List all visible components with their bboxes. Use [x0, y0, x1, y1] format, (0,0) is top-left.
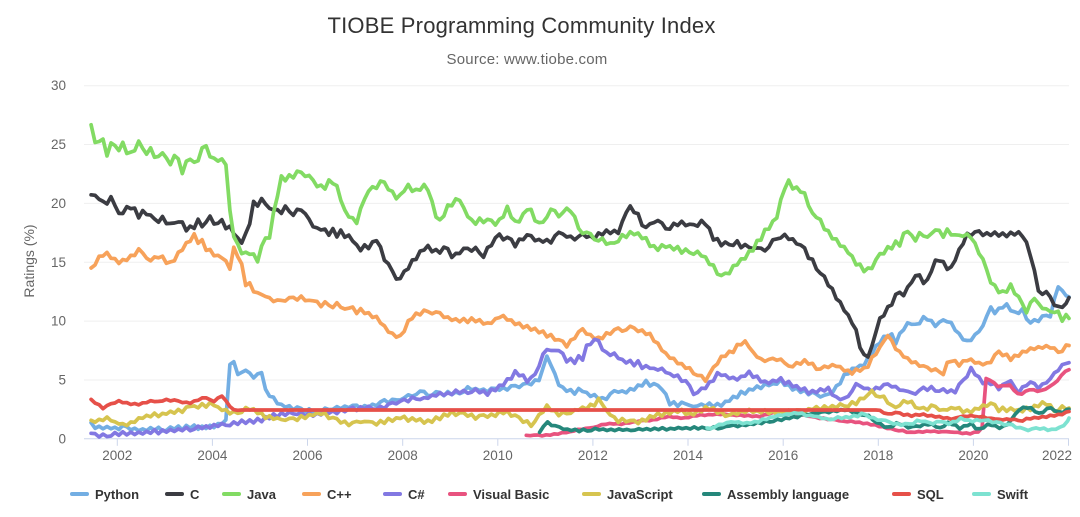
svg-text:2010: 2010 [483, 448, 513, 463]
svg-text:20: 20 [51, 196, 66, 211]
svg-text:10: 10 [51, 314, 66, 329]
svg-text:5: 5 [58, 373, 66, 388]
svg-text:Visual Basic: Visual Basic [473, 487, 549, 502]
svg-text:C: C [190, 487, 200, 502]
svg-text:Assembly language: Assembly language [727, 487, 849, 502]
svg-text:30: 30 [51, 78, 66, 93]
svg-text:2004: 2004 [197, 448, 228, 463]
svg-text:Ratings (%): Ratings (%) [21, 224, 37, 297]
svg-text:2014: 2014 [673, 448, 704, 463]
svg-text:SQL: SQL [917, 487, 944, 502]
svg-text:2022: 2022 [1042, 448, 1072, 463]
svg-text:Swift: Swift [997, 487, 1029, 502]
svg-text:15: 15 [51, 255, 66, 270]
svg-text:2012: 2012 [578, 448, 608, 463]
svg-text:0: 0 [58, 431, 66, 446]
svg-text:TIOBE Programming Community In: TIOBE Programming Community Index [327, 13, 715, 38]
svg-text:2002: 2002 [102, 448, 132, 463]
svg-text:Source: www.tiobe.com: Source: www.tiobe.com [447, 51, 608, 68]
svg-text:Python: Python [95, 487, 139, 502]
svg-text:25: 25 [51, 137, 66, 152]
svg-text:2020: 2020 [958, 448, 988, 463]
svg-text:C++: C++ [327, 487, 352, 502]
svg-text:C#: C# [408, 487, 425, 502]
svg-text:2008: 2008 [388, 448, 418, 463]
svg-text:Java: Java [247, 487, 277, 502]
svg-text:JavaScript: JavaScript [607, 487, 673, 502]
svg-text:2018: 2018 [863, 448, 893, 463]
svg-text:2006: 2006 [292, 448, 322, 463]
svg-text:2016: 2016 [768, 448, 798, 463]
